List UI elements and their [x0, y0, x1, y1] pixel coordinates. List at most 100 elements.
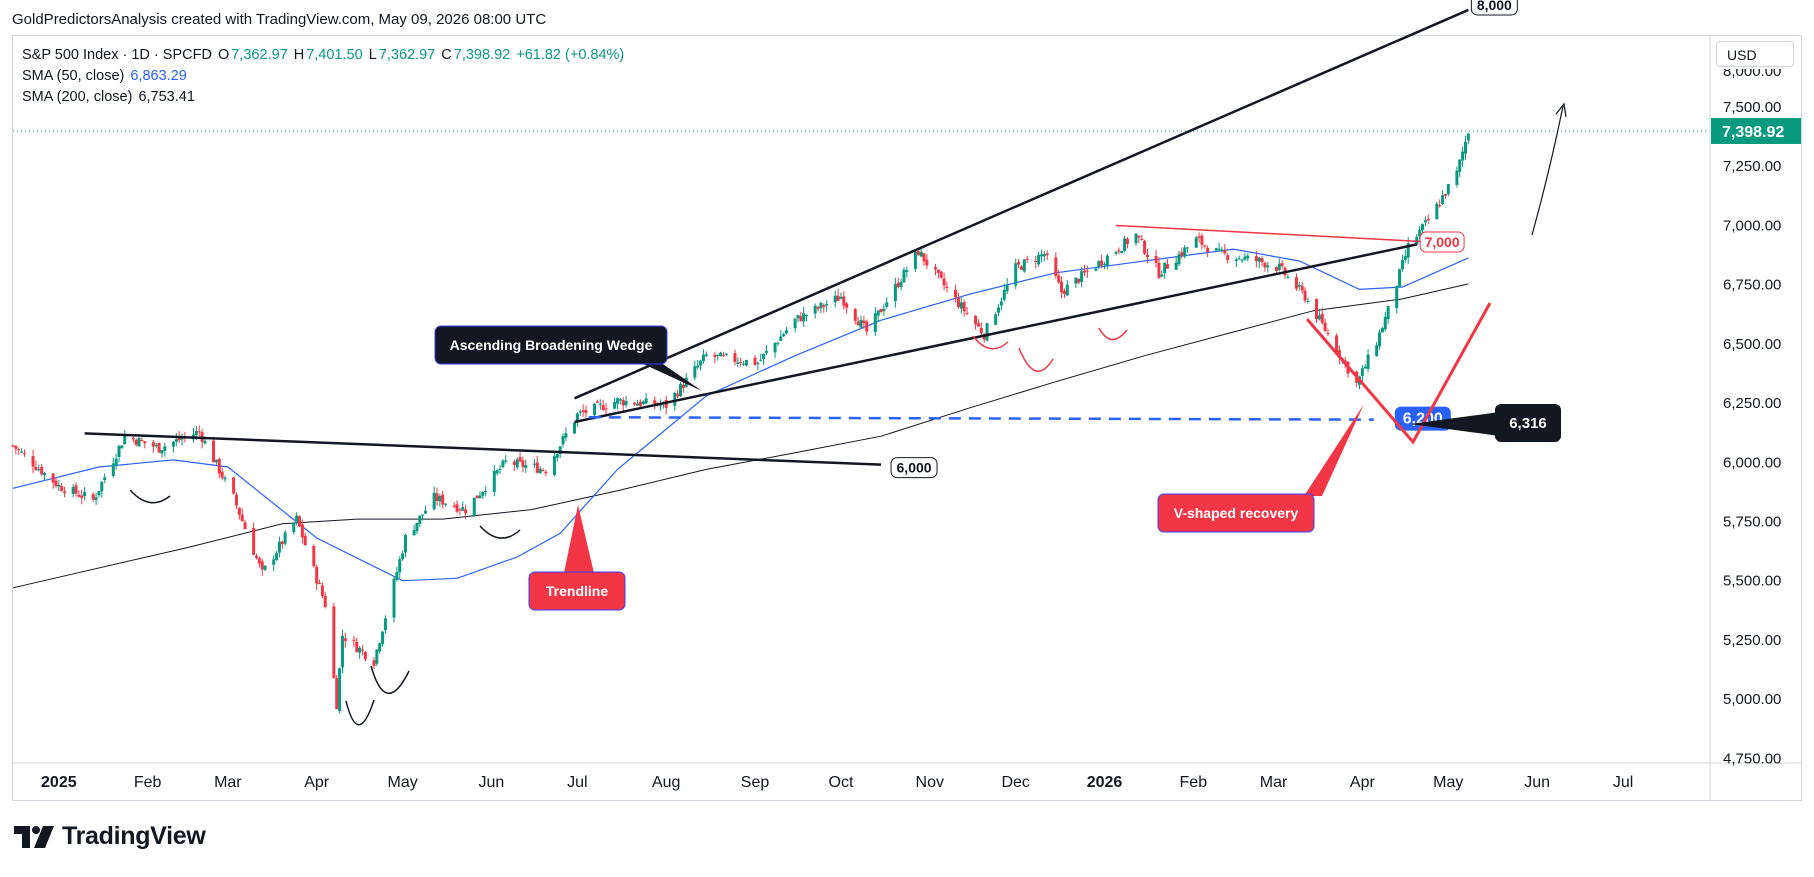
- candle-body[interactable]: [962, 302, 966, 312]
- candle-body[interactable]: [31, 456, 35, 467]
- candle-body[interactable]: [1120, 251, 1124, 254]
- candle-body[interactable]: [355, 641, 359, 653]
- candle-body[interactable]: [1438, 205, 1442, 207]
- candle-body[interactable]: [240, 514, 244, 521]
- candle-body[interactable]: [424, 510, 428, 514]
- candle-body[interactable]: [805, 314, 809, 316]
- candle-body[interactable]: [1137, 235, 1141, 238]
- candle-body[interactable]: [618, 399, 622, 401]
- candle-body[interactable]: [859, 320, 863, 328]
- candle-body[interactable]: [272, 559, 276, 565]
- candle-body[interactable]: [318, 583, 322, 585]
- candle-body[interactable]: [452, 505, 456, 507]
- candle-body[interactable]: [1378, 332, 1382, 347]
- candle-body[interactable]: [37, 469, 41, 471]
- candle-body[interactable]: [1060, 281, 1064, 293]
- candle-body[interactable]: [865, 321, 869, 332]
- candle-body[interactable]: [435, 493, 439, 501]
- candle-body[interactable]: [1100, 260, 1104, 266]
- candle-body[interactable]: [283, 532, 287, 544]
- candle-body[interactable]: [1366, 354, 1370, 369]
- candle-body[interactable]: [1240, 259, 1244, 261]
- candle-body[interactable]: [956, 297, 960, 308]
- candle-body[interactable]: [1403, 255, 1407, 260]
- candle-body[interactable]: [1194, 237, 1198, 248]
- candle-body[interactable]: [1039, 254, 1043, 257]
- candle-body[interactable]: [335, 678, 339, 710]
- candle-body[interactable]: [383, 618, 387, 631]
- candle-body[interactable]: [275, 553, 279, 560]
- candle-body[interactable]: [1094, 268, 1098, 271]
- candle-body[interactable]: [518, 457, 522, 462]
- candle-body[interactable]: [1426, 218, 1430, 221]
- candle-body[interactable]: [398, 559, 402, 573]
- candle-body[interactable]: [1421, 224, 1425, 231]
- candle-body[interactable]: [300, 524, 304, 538]
- candle-body[interactable]: [17, 449, 21, 451]
- candle-body[interactable]: [676, 393, 680, 397]
- candle-body[interactable]: [701, 354, 705, 362]
- candle-body[interactable]: [74, 485, 78, 494]
- candle-body[interactable]: [785, 330, 789, 334]
- candle-body[interactable]: [905, 270, 909, 273]
- candle-body[interactable]: [174, 439, 178, 442]
- candle-body[interactable]: [813, 305, 817, 314]
- candle-body[interactable]: [83, 492, 87, 497]
- candle-body[interactable]: [916, 251, 920, 256]
- candle-body[interactable]: [581, 410, 585, 413]
- candle-body[interactable]: [1002, 289, 1006, 300]
- candle-body[interactable]: [578, 411, 582, 413]
- candle-body[interactable]: [220, 471, 224, 478]
- candle-body[interactable]: [217, 458, 221, 474]
- candle-body[interactable]: [1157, 262, 1161, 278]
- candle-body[interactable]: [1398, 269, 1402, 287]
- candle-body[interactable]: [1045, 253, 1049, 256]
- candle-body[interactable]: [1097, 261, 1101, 268]
- candle-body[interactable]: [1315, 299, 1319, 320]
- candle-body[interactable]: [234, 494, 238, 506]
- candle-body[interactable]: [114, 458, 118, 466]
- candle-body[interactable]: [197, 431, 201, 433]
- candle-body[interactable]: [1323, 322, 1327, 331]
- candle-body[interactable]: [1082, 270, 1086, 273]
- candle-body[interactable]: [1123, 238, 1127, 251]
- candle-body[interactable]: [1177, 254, 1181, 265]
- candle-body[interactable]: [856, 321, 860, 326]
- candle-body[interactable]: [243, 522, 247, 530]
- candle-body[interactable]: [1160, 274, 1164, 277]
- candle-body[interactable]: [613, 402, 617, 409]
- candle-body[interactable]: [759, 359, 763, 361]
- candle-body[interactable]: [1197, 236, 1201, 238]
- candle-body[interactable]: [638, 401, 642, 406]
- candle-body[interactable]: [925, 259, 929, 266]
- candle-body[interactable]: [1186, 247, 1190, 249]
- candle-body[interactable]: [922, 253, 926, 262]
- candle-body[interactable]: [816, 307, 820, 309]
- candle-body[interactable]: [1143, 240, 1147, 254]
- candle-body[interactable]: [441, 494, 445, 505]
- candle-body[interactable]: [721, 354, 725, 356]
- candle-body[interactable]: [63, 491, 67, 494]
- candle-body[interactable]: [779, 336, 783, 341]
- candle-body[interactable]: [1461, 151, 1465, 161]
- candle-body[interactable]: [561, 436, 565, 445]
- candle-body[interactable]: [1335, 335, 1339, 353]
- candle-body[interactable]: [913, 251, 917, 269]
- candle-body[interactable]: [936, 269, 940, 273]
- wedge-lower-line[interactable]: [574, 243, 1418, 424]
- candle-body[interactable]: [845, 303, 849, 308]
- candle-body[interactable]: [484, 490, 488, 492]
- candle-body[interactable]: [1017, 262, 1021, 265]
- candle-body[interactable]: [171, 441, 175, 447]
- candle-body[interactable]: [1042, 254, 1046, 257]
- candle-body[interactable]: [822, 305, 826, 307]
- candle-body[interactable]: [432, 492, 436, 510]
- candle-body[interactable]: [1443, 193, 1447, 196]
- candle-body[interactable]: [802, 313, 806, 322]
- resistance-red-line[interactable]: [1115, 224, 1432, 243]
- support-dashed-line[interactable]: [588, 416, 1374, 421]
- candle-body[interactable]: [1294, 277, 1298, 289]
- candle-body[interactable]: [263, 565, 267, 570]
- candle-body[interactable]: [1237, 258, 1241, 260]
- candle-body[interactable]: [444, 503, 448, 505]
